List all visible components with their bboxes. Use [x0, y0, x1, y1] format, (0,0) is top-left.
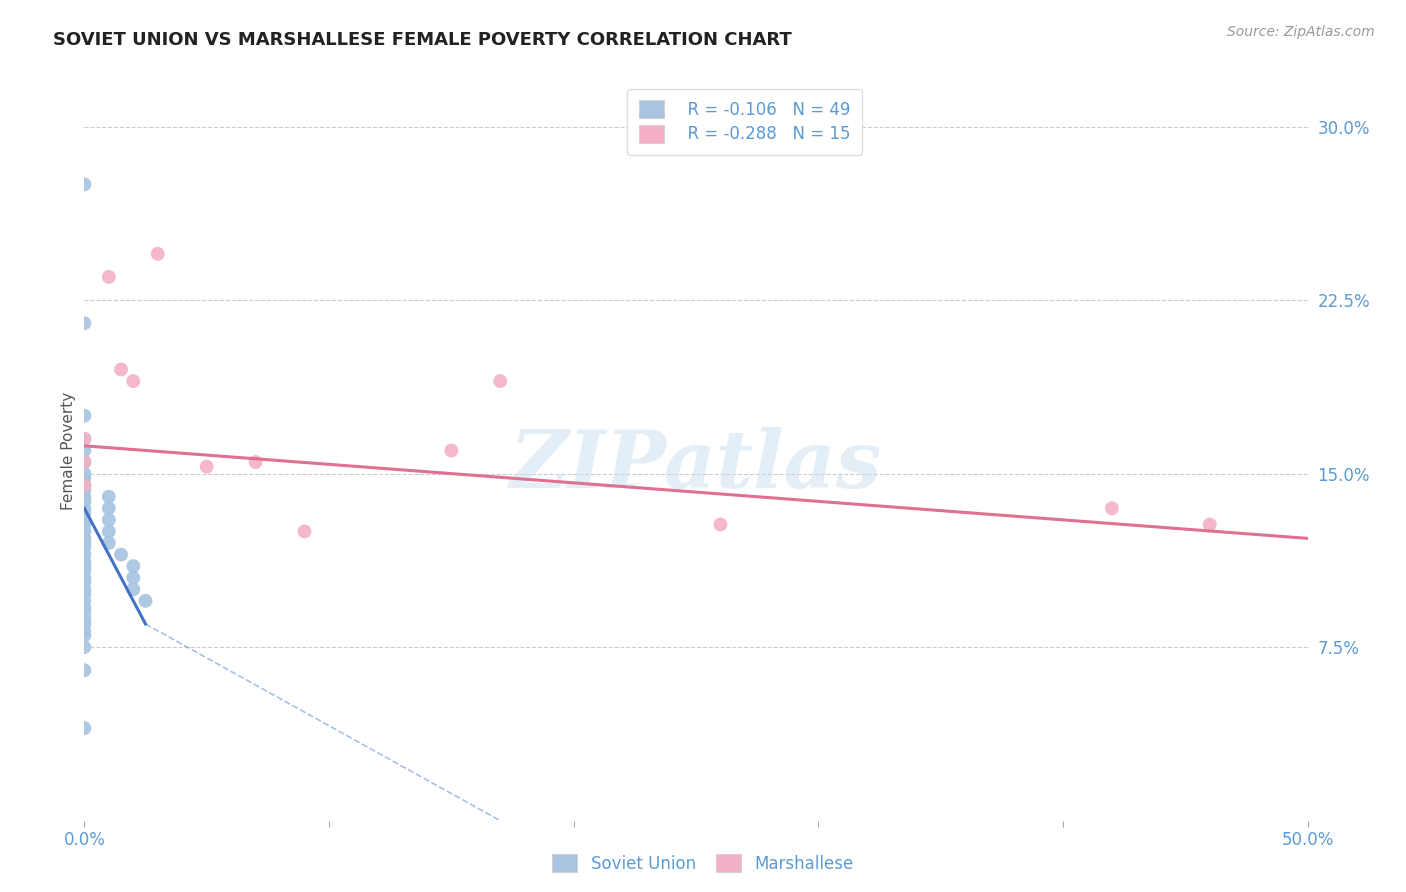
Point [73, 478, 96, 492]
Point [146, 247, 169, 261]
Point [73, 501, 96, 516]
Point [73, 600, 96, 615]
Point [73, 624, 96, 638]
Text: ZIPatlas: ZIPatlas [510, 426, 882, 504]
Point [97, 513, 120, 527]
Point [73, 541, 96, 555]
Y-axis label: Female Poverty: Female Poverty [60, 392, 76, 509]
Point [97, 490, 120, 504]
Point [195, 459, 218, 474]
Point [73, 478, 96, 492]
Point [122, 374, 145, 388]
Point [73, 443, 96, 458]
Point [122, 582, 145, 597]
Point [73, 409, 96, 423]
Point [73, 587, 96, 601]
Point [73, 559, 96, 574]
Point [73, 575, 96, 590]
Legend: Soviet Union, Marshallese: Soviet Union, Marshallese [546, 847, 860, 880]
Point [73, 594, 96, 608]
Point [110, 548, 132, 562]
Point [73, 532, 96, 546]
Point [73, 554, 96, 569]
Point [73, 513, 96, 527]
Point [97, 536, 120, 550]
Point [73, 490, 96, 504]
Point [73, 628, 96, 642]
Point [73, 536, 96, 550]
Text: SOVIET UNION VS MARSHALLESE FEMALE POVERTY CORRELATION CHART: SOVIET UNION VS MARSHALLESE FEMALE POVER… [53, 31, 792, 49]
Point [73, 483, 96, 497]
Point [73, 471, 96, 485]
Point [73, 316, 96, 330]
Point [294, 524, 316, 539]
Point [73, 467, 96, 481]
Point [73, 640, 96, 654]
Point [73, 506, 96, 520]
Point [122, 571, 145, 585]
Point [73, 663, 96, 677]
Point [73, 612, 96, 626]
Point [245, 455, 267, 469]
Point [73, 455, 96, 469]
Point [73, 617, 96, 632]
Point [73, 178, 96, 192]
Point [489, 374, 512, 388]
Point [97, 501, 120, 516]
Point [110, 362, 132, 376]
Point [73, 432, 96, 446]
Point [73, 571, 96, 585]
Legend:   R = -0.106   N = 49,   R = -0.288   N = 15: R = -0.106 N = 49, R = -0.288 N = 15 [627, 88, 862, 155]
Point [135, 594, 157, 608]
Point [122, 559, 145, 574]
Point [73, 606, 96, 620]
Point [97, 269, 120, 284]
Point [73, 524, 96, 539]
Point [440, 443, 463, 458]
Point [73, 564, 96, 578]
Point [73, 455, 96, 469]
Point [73, 432, 96, 446]
Point [73, 721, 96, 735]
Point [73, 517, 96, 532]
Point [73, 455, 96, 469]
Point [709, 517, 731, 532]
Text: Source: ZipAtlas.com: Source: ZipAtlas.com [1227, 25, 1375, 39]
Point [97, 524, 120, 539]
Point [1198, 517, 1220, 532]
Point [1101, 501, 1123, 516]
Point [73, 582, 96, 597]
Point [73, 548, 96, 562]
Point [73, 494, 96, 508]
